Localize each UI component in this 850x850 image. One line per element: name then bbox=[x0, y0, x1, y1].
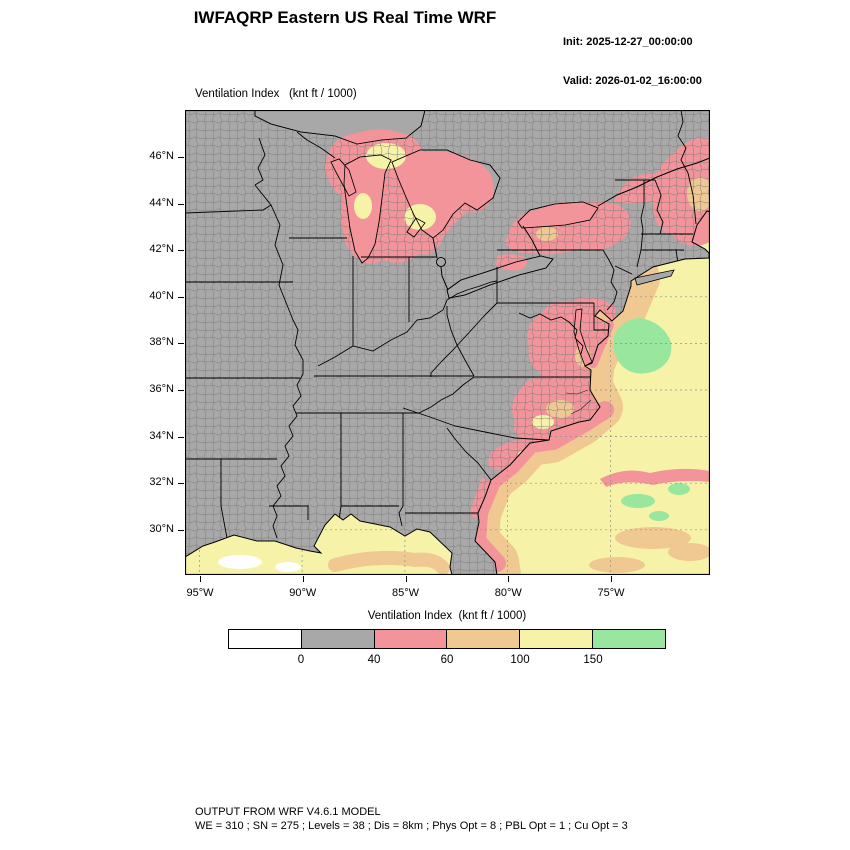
map-panel bbox=[184, 109, 713, 598]
colorbar-segment bbox=[446, 629, 521, 649]
lat-tick-label: 38°N bbox=[149, 336, 174, 349]
lat-tick-label: 36°N bbox=[149, 383, 174, 396]
lat-tick bbox=[178, 436, 184, 438]
colorbar-tick-label: 150 bbox=[583, 654, 603, 666]
colorbar-segment bbox=[228, 629, 302, 649]
lon-tick bbox=[405, 576, 407, 582]
lat-tick-label: 30°N bbox=[149, 522, 174, 535]
lat-tick bbox=[178, 296, 184, 298]
lat-tick bbox=[178, 529, 184, 531]
map-field-label: Ventilation Index (knt ft / 1000) bbox=[195, 88, 357, 100]
lat-tick-label: 40°N bbox=[149, 289, 174, 302]
latitude-axis: 46°N 44°N 42°N 40°N 38°N 36°N 34°N 32°N 30°N bbox=[130, 110, 185, 575]
lat-tick bbox=[178, 157, 184, 158]
colorbar-tick-label: 40 bbox=[367, 654, 381, 666]
lon-tick-label: 85°W bbox=[391, 587, 420, 599]
colorbar-tick-label: 0 bbox=[297, 654, 305, 666]
model-timestamps: Init: 2025-12-27_00:00:00 Valid: 2026-01… bbox=[563, 10, 702, 101]
colorbar-tick-label: 60 bbox=[440, 654, 454, 666]
lon-tick-label: 90°W bbox=[289, 587, 317, 599]
longitude-axis: 95°W 90°W 85°W 80°W 75°W bbox=[185, 575, 710, 605]
lat-tick bbox=[178, 343, 184, 345]
coastline bbox=[184, 109, 711, 576]
lon-tick-label: 80°W bbox=[494, 587, 522, 599]
colorbar-segment bbox=[592, 629, 666, 649]
map-canvas bbox=[184, 109, 713, 598]
long-island bbox=[634, 269, 675, 286]
colorbar-segment bbox=[519, 629, 594, 649]
state-boundaries bbox=[185, 110, 697, 539]
lat-tick-label: 42°N bbox=[149, 243, 174, 256]
colorbar bbox=[228, 629, 666, 649]
valid-time: Valid: 2026-01-02_16:00:00 bbox=[563, 75, 702, 87]
lake-outlines bbox=[254, 109, 599, 299]
colorbar-label: Ventilation Index (knt ft / 1000) bbox=[367, 610, 527, 622]
map-frame bbox=[184, 109, 711, 576]
lon-tick bbox=[200, 576, 201, 582]
init-time: Init: 2025-12-27_00:00:00 bbox=[563, 36, 693, 48]
page-title: IWFAQRP Eastern US Real Time WRF bbox=[193, 8, 497, 27]
footer-config-line: WE = 310 ; SN = 275 ; Levels = 38 ; Dis … bbox=[195, 820, 628, 832]
lat-tick bbox=[178, 390, 184, 392]
lat-tick bbox=[178, 483, 184, 485]
colorbar-segment bbox=[300, 629, 375, 649]
lon-tick bbox=[302, 576, 304, 582]
river-connectors bbox=[432, 157, 711, 291]
chesapeake-bay bbox=[573, 308, 593, 367]
footer-model-line: OUTPUT FROM WRF V4.6.1 MODEL bbox=[195, 806, 381, 818]
lon-tick-label: 75°W bbox=[597, 587, 625, 599]
lat-tick bbox=[178, 203, 184, 205]
lon-tick bbox=[611, 576, 612, 582]
lon-tick-label: 95°W bbox=[186, 587, 214, 599]
colorbar-tick-label: 100 bbox=[510, 654, 530, 666]
lat-tick-label: 32°N bbox=[149, 476, 174, 489]
lat-tick-label: 46°N bbox=[149, 150, 174, 162]
lat-tick-label: 44°N bbox=[149, 196, 174, 209]
coastline-detail bbox=[565, 389, 592, 415]
lat-tick-label: 34°N bbox=[149, 429, 174, 442]
colorbar-segment bbox=[373, 629, 448, 649]
lat-tick bbox=[178, 250, 184, 252]
lon-tick bbox=[508, 576, 510, 582]
colorbar-tick-labels: 0 40 60 100 150 bbox=[228, 654, 666, 670]
